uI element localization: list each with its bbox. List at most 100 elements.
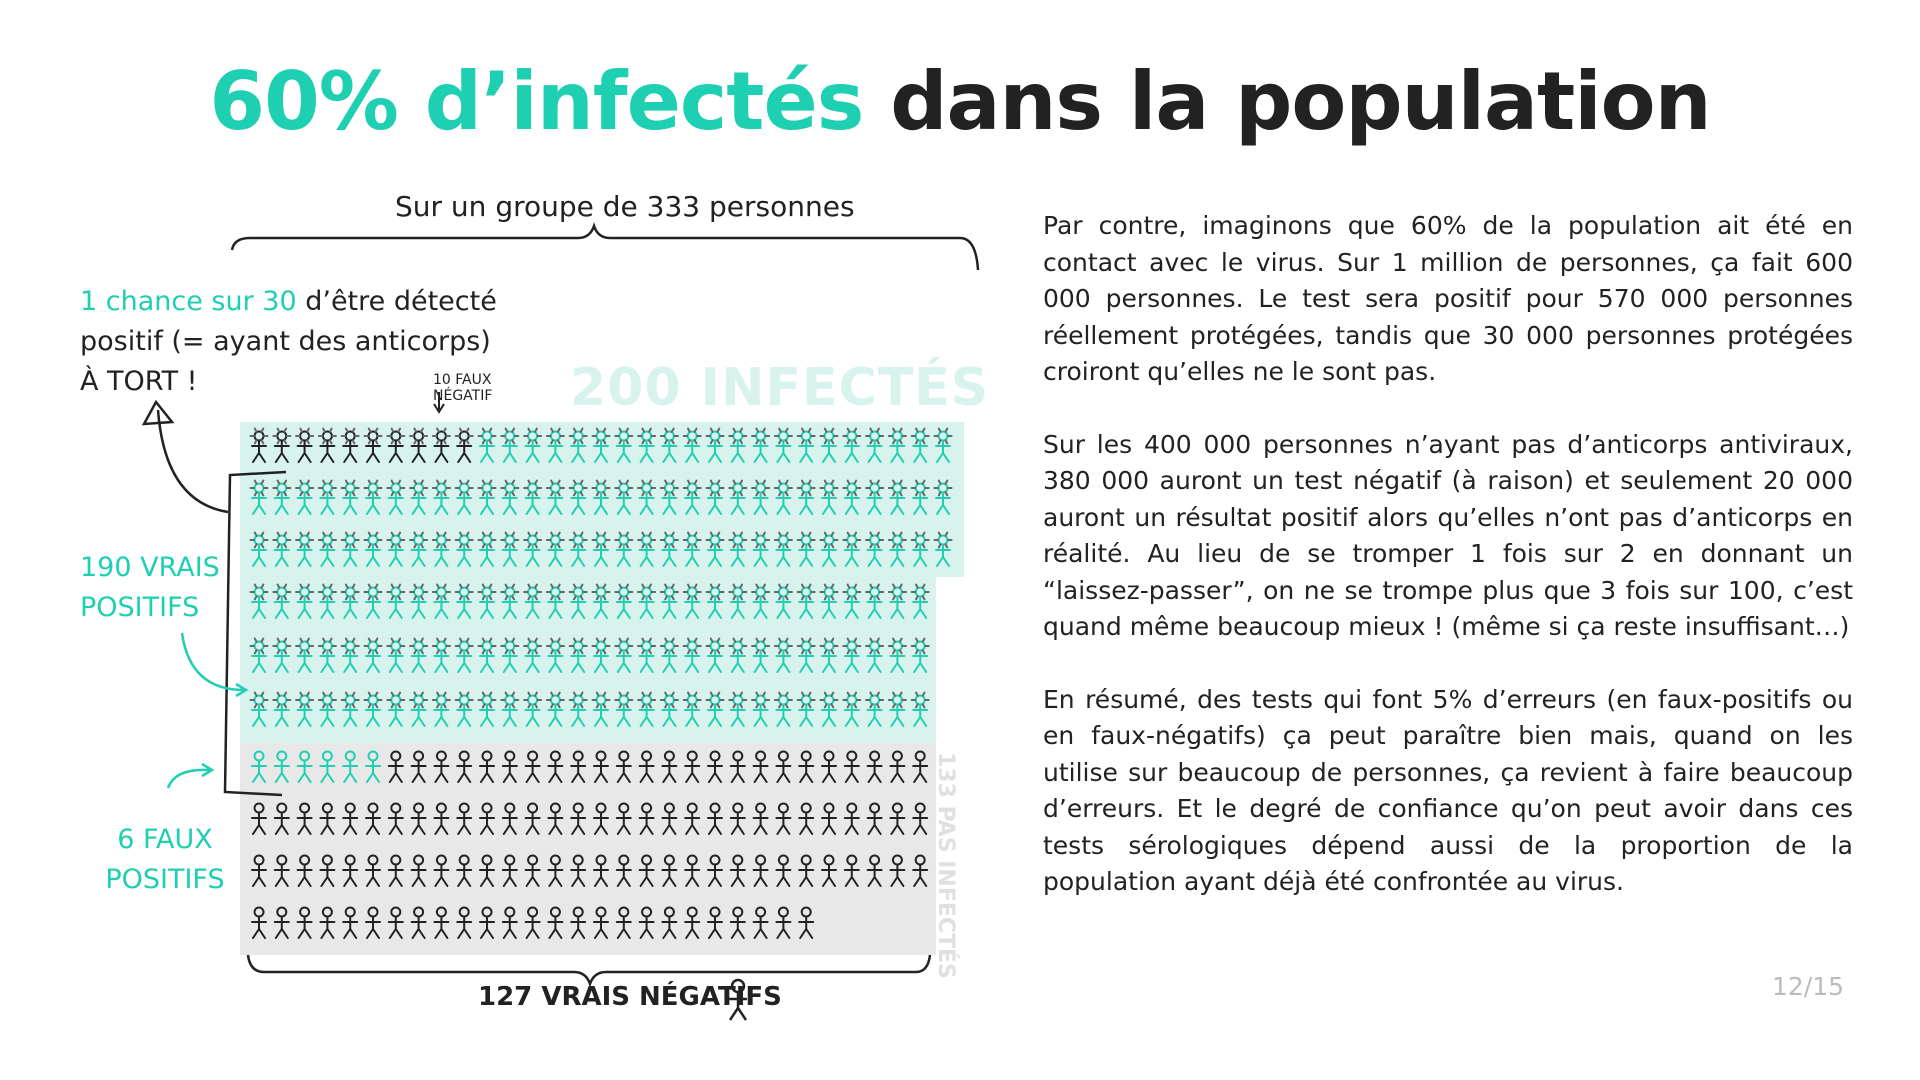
true-negative-figure [798,906,815,939]
true-negative-figure [729,906,746,939]
true-positive-figure [431,531,451,567]
true-negative-figure [251,906,267,939]
true-positive-figure [523,637,543,673]
true-positive-figure [819,691,839,727]
true-positive-figure [773,691,793,727]
chance-arrow [156,409,229,514]
true-positive-figure [819,427,839,463]
true-positive-figure [317,637,337,673]
chance-rest: d’être détecté positif (= ayant des anti… [80,286,497,397]
true-positive-figure [477,583,497,619]
true-positive-figure [659,479,679,515]
true-negative-figure [251,802,267,835]
true-negative-figure [889,750,906,783]
true-positive-figure [454,531,474,567]
true-positive-figure [249,637,269,673]
true-negative-figure [866,802,883,835]
small-person-icon [728,978,748,1021]
true-positive-figure [637,691,657,727]
paragraph-3: En résumé, des tests qui font 5% d’erreu… [1043,684,1853,897]
true-positive-figure [249,583,269,619]
true-positive-figure [409,479,429,515]
true-negative-figure [251,854,267,887]
infected-label: 200 INFECTÉS [570,358,990,418]
true-negative-figure [729,854,746,887]
true-negative-figure [365,802,381,835]
true-negative-figure [570,802,587,835]
true-negative-figure [593,854,609,887]
true-positive-figure [545,637,565,673]
true-positive-figure [272,637,292,673]
true-positive-figure [340,691,360,727]
true-negative-figure [387,802,404,835]
true-positive-figure [317,531,337,567]
true-negative-figure [524,906,541,939]
true-negative-figure [912,854,929,887]
true-negative-figure [433,802,450,835]
true-positive-figure [751,583,771,619]
true-positive-figure [705,531,725,567]
true-positive-figure [295,479,315,515]
true-positive-figure [340,583,360,619]
true-positive-figure [796,583,816,619]
true-positive-figure [910,583,930,619]
true-positive-figure [363,531,383,567]
true-positive-figure [477,479,497,515]
group-brace [230,222,980,271]
true-negative-figure [273,854,290,887]
true-positive-figure [249,531,269,567]
true-positive-figure [682,531,702,567]
true-negative-figure [273,906,290,939]
true-positive-figure [340,637,360,673]
true-positive-figure [454,637,474,673]
true-positive-figure [887,583,907,619]
true-positive-figure [751,531,771,567]
true-negative-figure [456,802,473,835]
true-positive-figure [728,479,748,515]
true-negative-figure [524,750,541,783]
true-positive-figure [591,583,611,619]
true-negative-figure [342,906,359,939]
true-negative-label: 127 VRAIS NÉGATIFS [478,982,782,1012]
true-positive-figure [910,479,930,515]
true-negative-figure [798,854,815,887]
true-positive-figure [728,531,748,567]
true-positive-figure [614,531,634,567]
true-negative-figure [296,802,313,835]
true-positive-figure [295,691,315,727]
true-positive-figure [340,531,360,567]
true-positive-figure [500,583,520,619]
true-negative-figure [821,854,837,887]
true-positive-figure [796,637,816,673]
true-negative-figure [479,854,495,887]
true-positive-figure [591,691,611,727]
true-positive-figure [773,583,793,619]
true-positive-figure [545,583,565,619]
true-positive-figure [637,427,657,463]
true-positive-figure [705,427,725,463]
stick-figures [249,427,953,939]
true-positive-figure [454,691,474,727]
true-negative-figure [433,750,450,783]
true-positive-figure [523,427,543,463]
true-negative-figure [707,906,723,939]
true-positive-figure [705,583,725,619]
true-positive-figure [272,691,292,727]
true-positive-figure [454,479,474,515]
true-positive-figure [568,583,588,619]
true-positive-figure [773,637,793,673]
true-positive-figure [272,583,292,619]
true-negative-figure [638,854,655,887]
true-negative-figure [615,854,632,887]
true-positive-figure [568,531,588,567]
true-negative-figure [638,906,655,939]
true-positive-figure [887,479,907,515]
true-negative-figure [843,802,860,835]
true-positive-figure [728,691,748,727]
true-negative-figure [365,854,381,887]
true-positive-figure [614,637,634,673]
true-positive-figure [773,479,793,515]
true-positive-figure [682,637,702,673]
true-negative-figure [707,750,723,783]
